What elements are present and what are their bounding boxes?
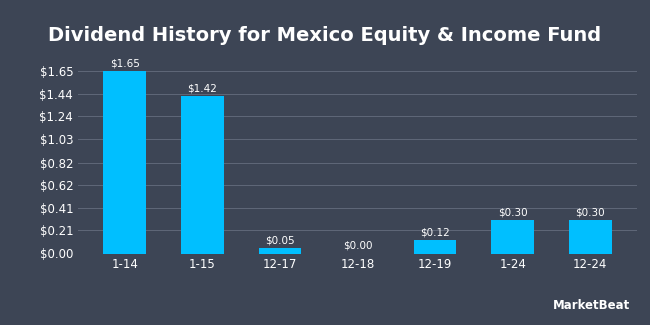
Text: $1.42: $1.42	[187, 84, 217, 94]
Text: Dividend History for Mexico Equity & Income Fund: Dividend History for Mexico Equity & Inc…	[49, 26, 601, 45]
Text: $0.00: $0.00	[343, 241, 372, 251]
Bar	[103, 71, 146, 254]
Text: $0.30: $0.30	[575, 208, 605, 217]
Text: $0.12: $0.12	[420, 227, 450, 238]
Text: $0.30: $0.30	[498, 208, 528, 217]
Bar	[491, 220, 534, 254]
Text: MarketBeat: MarketBeat	[553, 299, 630, 312]
Bar	[181, 96, 224, 254]
Bar	[414, 240, 456, 254]
Text: $1.65: $1.65	[110, 58, 140, 68]
Bar	[569, 220, 612, 254]
Text: $0.05: $0.05	[265, 235, 294, 245]
Bar	[259, 248, 301, 254]
